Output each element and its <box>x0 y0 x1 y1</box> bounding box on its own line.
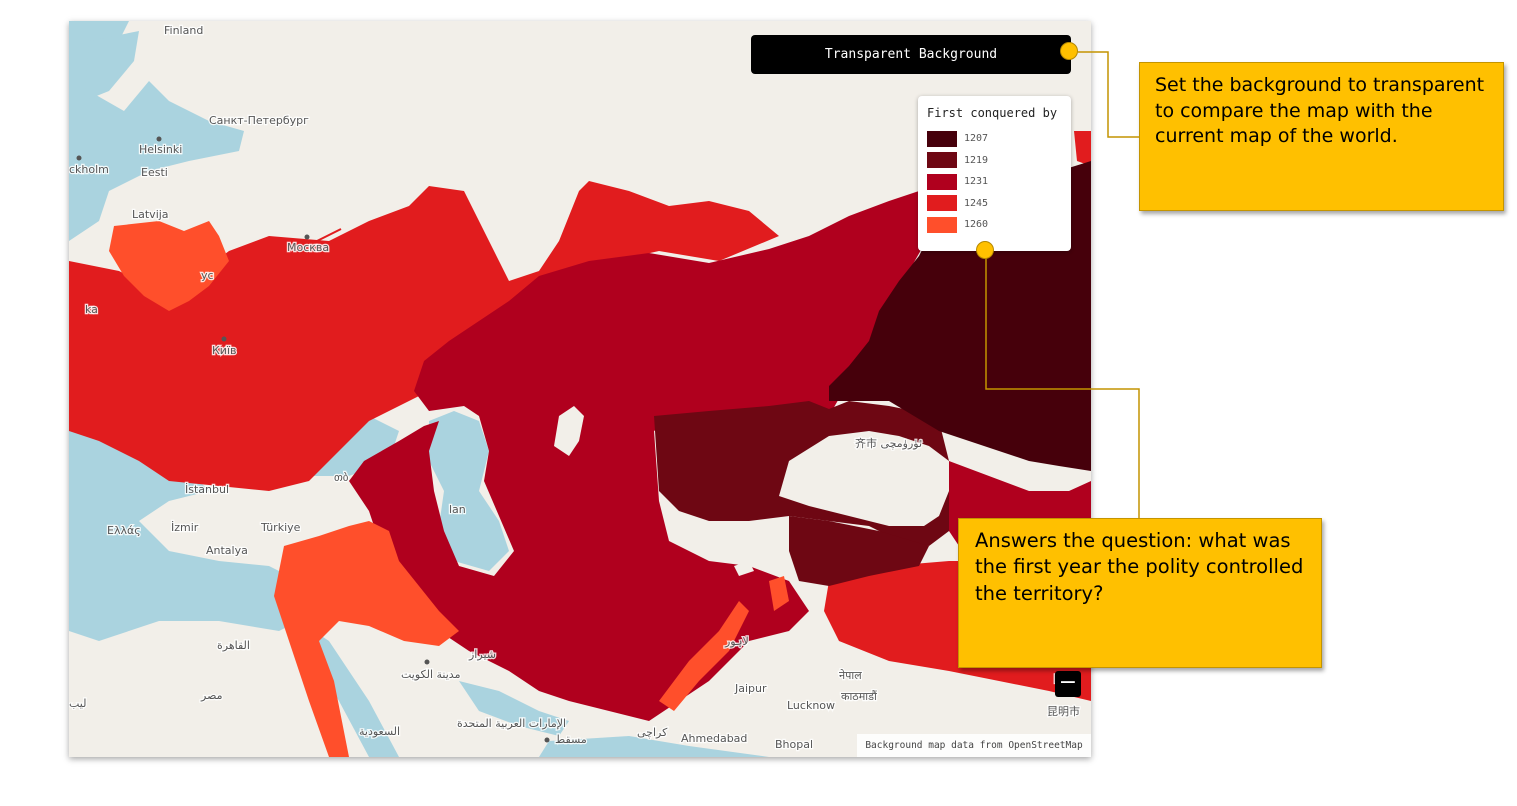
zoom-out-button[interactable]: − <box>1055 671 1081 697</box>
legend-swatch <box>927 152 957 169</box>
legend-swatch <box>927 195 957 212</box>
label-izmir: İzmir <box>171 521 199 534</box>
map-attribution: Background map data from OpenStreetMap <box>857 734 1091 757</box>
label-jaipur: Jaipur <box>734 682 767 695</box>
legend-rows: 1207 1219 1231 1245 1260 <box>927 128 1063 236</box>
label-lucknow: Lucknow <box>787 699 835 712</box>
legend-swatch <box>927 130 957 147</box>
label-karachi: کراچی <box>637 726 668 739</box>
label-nepal: नेपाल <box>839 669 862 682</box>
transparent-background-button[interactable]: Transparent Background <box>751 35 1071 74</box>
label-cairo: القاهرة <box>217 639 250 652</box>
label-uae: الإمارات العربية المتحدة <box>457 717 566 730</box>
small-gap <box>734 561 754 576</box>
callout-transparent-background: Set the background to transparent to com… <box>1139 62 1504 211</box>
callout-transparent-background-text: Set the background to transparent to com… <box>1155 74 1485 148</box>
label-ahmedabad: Ahmedabad <box>681 732 747 745</box>
label-antalya: Antalya <box>206 544 248 557</box>
legend-year: 1231 <box>964 176 989 188</box>
legend-item: 1245 <box>927 193 1063 215</box>
label-lahore: لاہور <box>724 635 749 648</box>
persian-gulf <box>459 681 569 736</box>
label-rus: ус <box>201 269 214 282</box>
label-kuwait: مدينة الكويت <box>401 668 461 681</box>
legend: First conquered by 1207 1219 1231 1245 1260 <box>918 96 1071 251</box>
legend-year: 1207 <box>964 133 989 145</box>
label-turkiye: Türkiye <box>260 521 301 534</box>
route-line <box>308 228 342 246</box>
label-ka: ka <box>85 303 98 316</box>
aral-gap <box>554 406 584 456</box>
label-latvija: Latvija <box>132 208 169 221</box>
label-ellas: Ελλάς <box>107 524 141 537</box>
callout-first-year: Answers the question: what was the first… <box>958 518 1322 668</box>
label-eesti: Eesti <box>141 166 168 179</box>
label-muscat: مسقط <box>555 733 587 746</box>
label-urumqi: 齐市 ئۈرۈمچى <box>855 436 922 450</box>
legend-year: 1219 <box>964 154 989 166</box>
label-tbilisi: თბ <box>334 471 349 484</box>
legend-year: 1260 <box>964 219 989 231</box>
callout-first-year-text: Answers the question: what was the first… <box>975 529 1304 605</box>
marker-dot-button <box>1060 42 1078 60</box>
territory-1231-main <box>349 181 969 721</box>
label-saudi: السعودية <box>359 725 400 738</box>
marker-dot-legend <box>976 241 994 259</box>
territory-1260-india <box>659 601 749 711</box>
gulf-of-bothnia <box>84 31 139 101</box>
map-view[interactable]: Finland Санкт-Петербург Helsinki ckholm … <box>69 21 1091 757</box>
territory-1219-south <box>789 516 929 586</box>
mediterranean-sea <box>69 421 319 641</box>
place-labels: Finland Санкт-Петербург Helsinki ckholm … <box>69 23 1081 753</box>
territory-1260-west <box>109 221 229 311</box>
legend-year: 1245 <box>964 197 989 209</box>
label-istanbul: İstanbul <box>185 483 229 496</box>
territory-1245-west <box>69 181 779 491</box>
tarim-basin-gap <box>779 431 949 526</box>
label-lan: lan <box>449 503 466 516</box>
label-stockholm: ckholm <box>69 163 109 176</box>
label-shiraz: شیراز <box>468 648 496 661</box>
legend-item: 1231 <box>927 171 1063 193</box>
legend-item: 1219 <box>927 150 1063 172</box>
baltic-sea <box>69 21 244 241</box>
label-finland: Finland <box>164 24 203 37</box>
legend-title: First conquered by <box>927 106 1058 120</box>
label-misr: مصر <box>200 689 223 702</box>
label-bhopal: Bhopal <box>775 738 813 751</box>
label-moskva: Москва <box>287 241 329 254</box>
arabian-sea <box>539 736 769 757</box>
legend-item: 1260 <box>927 214 1063 236</box>
label-spb: Санкт-Петербург <box>209 114 309 127</box>
label-kunming: 昆明市 <box>1047 704 1080 718</box>
city-markers <box>76 136 550 743</box>
legend-swatch <box>927 216 957 233</box>
label-helsinki: Helsinki <box>139 143 182 156</box>
territory-1245-corner <box>1074 131 1091 166</box>
territory-1260-small <box>769 576 789 611</box>
legend-swatch <box>927 173 957 190</box>
label-kyiv: Київ <box>212 344 237 357</box>
legend-item: 1207 <box>927 128 1063 150</box>
label-kathmandu: काठमाडौं <box>841 690 877 703</box>
label-li: ليب <box>69 697 86 710</box>
territory-1260-levant <box>274 521 459 757</box>
